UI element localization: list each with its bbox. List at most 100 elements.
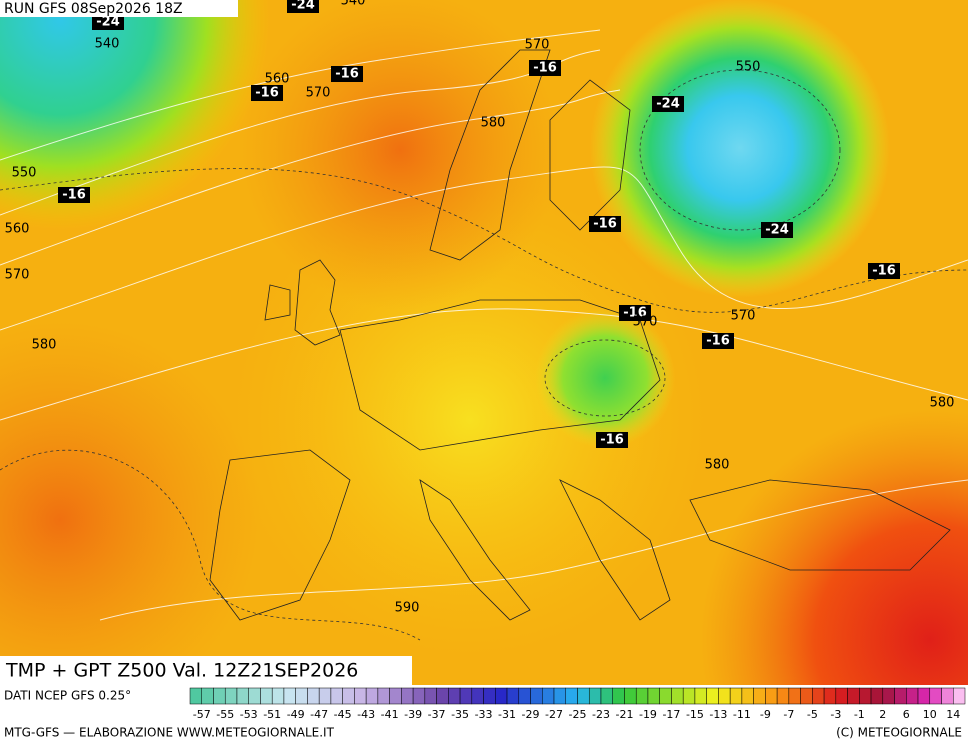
height-label: 540: [341, 0, 366, 9]
colorbar-label: -47: [310, 708, 328, 721]
colorbar-swatch: [342, 687, 355, 705]
colorbar-label: 6: [903, 708, 910, 721]
height-label: 580: [481, 116, 506, 131]
colorbar-label: -21: [615, 708, 633, 721]
colorbar-swatch: [330, 687, 343, 705]
colorbar-swatch: [224, 687, 238, 705]
source: DATI NCEP GFS 0.25°: [4, 689, 131, 703]
colorbar-swatch: [953, 687, 966, 705]
colorbar-swatch: [518, 687, 531, 705]
temperature-label: -24: [96, 15, 120, 30]
temperature-label: -24: [765, 223, 789, 238]
height-label: 570: [306, 86, 331, 101]
colorbar-swatch: [823, 687, 837, 705]
colorbar-label: -25: [569, 708, 587, 721]
temperature-label: -16: [593, 217, 617, 232]
colorbar-label: 2: [879, 708, 886, 721]
colorbar-label: -53: [240, 708, 258, 721]
colorbar-label: -11: [733, 708, 751, 721]
label-box: [596, 432, 628, 448]
colorbar-label: -7: [783, 708, 794, 721]
colorbar-swatch: [495, 687, 508, 705]
colorbar-label: -9: [760, 708, 771, 721]
colorbar-swatch: [307, 687, 320, 705]
colorbar-swatch: [917, 687, 931, 705]
colorbar-swatch: [694, 687, 707, 705]
temperature-label: -16: [255, 86, 279, 101]
colorbar-label: -23: [592, 708, 610, 721]
colorbar-swatch: [565, 687, 578, 705]
temperature-label: -16: [533, 61, 557, 76]
colorbar-label: -41: [381, 708, 399, 721]
colorbar-label: -15: [686, 708, 704, 721]
temperature-label: -16: [335, 67, 359, 82]
colorbar-swatch: [201, 687, 214, 705]
colorbar-swatch: [906, 687, 919, 705]
label-box: [589, 216, 621, 232]
temperature-label: -16: [600, 433, 624, 448]
colorbar-label: -49: [287, 708, 305, 721]
colorbar-swatch: [271, 687, 285, 705]
colorbar-swatch: [788, 687, 801, 705]
colorbar-label: 10: [923, 708, 937, 721]
colorbar-label: -51: [263, 708, 281, 721]
colorbar-label: -43: [357, 708, 375, 721]
colorbar-swatch: [647, 687, 660, 705]
height-label: 570: [5, 268, 30, 283]
colorbar-swatch: [354, 687, 367, 705]
colorbar-swatch: [847, 687, 860, 705]
temperature-label: -24: [291, 0, 315, 13]
colorbar-swatch: [635, 687, 649, 705]
label-box: [652, 96, 684, 112]
colorbar-label: -13: [709, 708, 727, 721]
height-label: 590: [395, 601, 420, 616]
colorbar-label: -57: [193, 708, 211, 721]
colorbar-swatch: [800, 687, 813, 705]
colorbar-swatch: [377, 687, 390, 705]
colorbar-swatch: [295, 687, 308, 705]
height-label: 570: [731, 309, 756, 324]
label-box: [287, 0, 319, 13]
colorbar-label: -45: [334, 708, 352, 721]
colorbar-swatch: [506, 687, 520, 705]
colorbar-swatch: [765, 687, 778, 705]
height-label: 570: [633, 315, 658, 330]
colorbar-swatch: [401, 687, 414, 705]
colorbar-swatch: [412, 687, 426, 705]
colorbar-swatch: [365, 687, 379, 705]
colorbar-swatch: [542, 687, 555, 705]
colorbar-swatch: [448, 687, 461, 705]
colorbar-label: -3: [830, 708, 841, 721]
colorbar-swatch: [530, 687, 543, 705]
run-box: [0, 0, 238, 17]
colorbar-swatch: [389, 687, 402, 705]
colorbar-swatch: [882, 687, 895, 705]
colorbar-swatch: [318, 687, 332, 705]
height-label: 580: [930, 396, 955, 411]
colorbar-label: -39: [404, 708, 422, 721]
label-box: [619, 305, 651, 321]
height-label: 580: [32, 338, 57, 353]
colorbar-swatch: [671, 687, 684, 705]
colorbar-label: -29: [522, 708, 540, 721]
height-label: 580: [705, 458, 730, 473]
colorbar-swatch: [283, 687, 296, 705]
label-box: [92, 14, 124, 30]
colorbar-swatch: [213, 687, 226, 705]
colorbar-swatch: [706, 687, 719, 705]
height-label: 560: [265, 72, 290, 87]
colorbar-swatch: [600, 687, 613, 705]
temperature-label: -24: [656, 97, 680, 112]
height-label: 560: [5, 222, 30, 237]
colorbar-swatch: [236, 687, 249, 705]
colorbar-swatch: [553, 687, 567, 705]
label-box: [251, 85, 283, 101]
colorbar-swatch: [894, 687, 907, 705]
temperature-label: -16: [706, 334, 730, 349]
coastlines: [209, 49, 951, 621]
colorbar-swatch: [941, 687, 954, 705]
label-box: [331, 66, 363, 82]
colorbar-swatch: [624, 687, 637, 705]
temperature-label: -16: [62, 188, 86, 203]
